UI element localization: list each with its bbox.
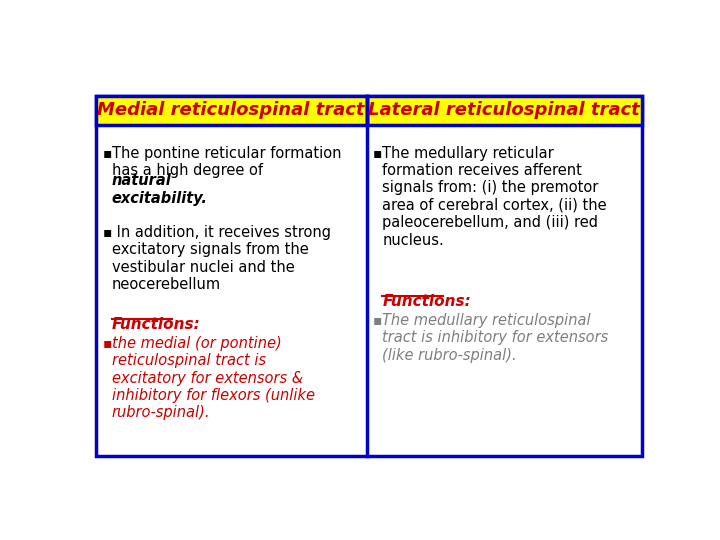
Text: The pontine reticular formation
has a high degree of: The pontine reticular formation has a hi… [112,146,341,178]
Text: ▪: ▪ [102,336,112,350]
FancyBboxPatch shape [96,96,642,456]
Text: Functions:: Functions: [112,318,200,332]
Text: Medial reticulospinal tract: Medial reticulospinal tract [97,101,365,119]
Text: Functions:: Functions: [382,294,471,309]
Text: ▪: ▪ [102,146,112,160]
Text: In addition, it receives strong
excitatory signals from the
vestibular nuclei an: In addition, it receives strong excitato… [112,225,330,292]
Text: ▪: ▪ [373,146,382,160]
Text: ▪: ▪ [102,225,112,239]
Text: The medullary reticulospinal
tract is inhibitory for extensors
(like rubro-spina: The medullary reticulospinal tract is in… [382,313,608,362]
Text: The medullary reticular
formation receives afferent
signals from: (i) the premot: The medullary reticular formation receiv… [382,146,607,248]
Text: ▪: ▪ [373,313,382,327]
Text: Lateral reticulospinal tract: Lateral reticulospinal tract [368,101,640,119]
FancyBboxPatch shape [96,96,366,125]
FancyBboxPatch shape [366,96,642,125]
Text: the medial (or pontine)
reticulospinal tract is
excitatory for extensors &
inhib: the medial (or pontine) reticulospinal t… [112,336,315,421]
Text: natural
excitability.: natural excitability. [112,173,207,206]
